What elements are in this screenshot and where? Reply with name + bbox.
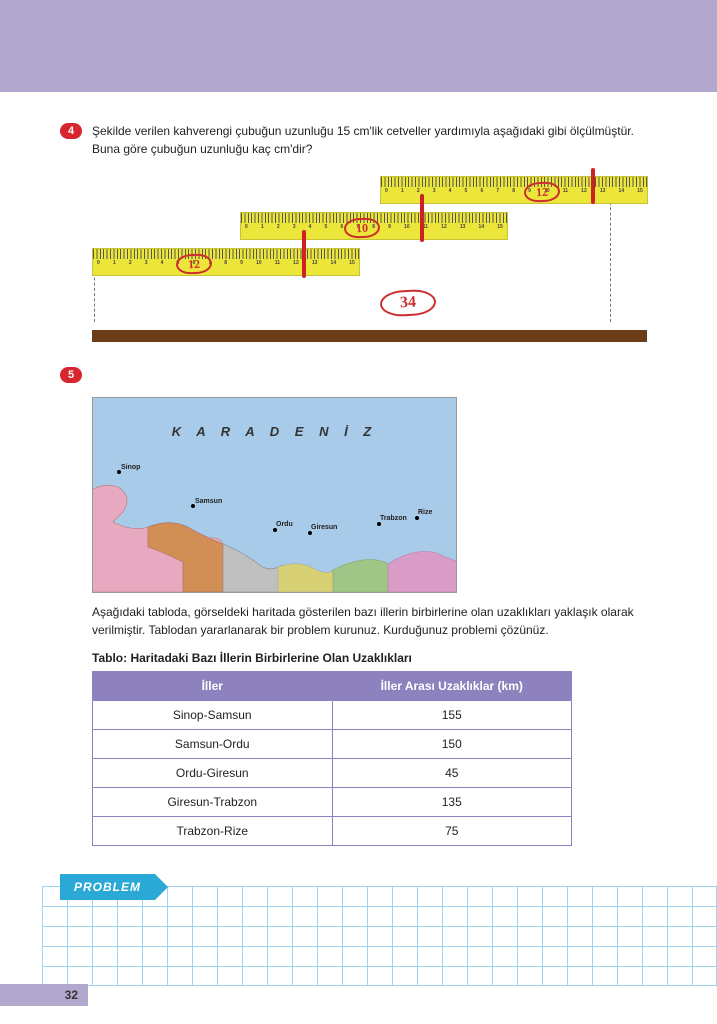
city-dot [377, 522, 381, 526]
th-km: İller Arası Uzaklıklar (km) [332, 672, 572, 701]
table-row: Ordu-Giresun45 [93, 759, 572, 788]
city-samsun: Samsun [195, 498, 222, 505]
ruler-2: 0123456789101112131415 [240, 212, 508, 240]
red-mark [420, 194, 424, 242]
city-dot [308, 531, 312, 535]
city-giresun: Giresun [311, 524, 337, 531]
sea-label: K A R A D E N İ Z [93, 424, 456, 439]
table-title: Tablo: Haritadaki Bazı İllerin Birbirler… [92, 651, 657, 665]
coastline [93, 452, 457, 592]
city-ordu: Ordu [276, 521, 293, 528]
ruler-figure: 0123456789101112131415 01234567891011121… [92, 172, 647, 342]
th-iller: İller [93, 672, 333, 701]
question-5-text: Aşağıdaki tabloda, görseldeki haritada g… [92, 603, 657, 639]
page-number: 32 [0, 984, 88, 1006]
problem-banner: PROBLEM [60, 874, 155, 900]
table-row: Sinop-Samsun155 [93, 701, 572, 730]
city-trabzon: Trabzon [380, 515, 407, 522]
city-rize: Rize [418, 509, 432, 516]
page-content: 4 Şekilde verilen kahverengi çubuğun uzu… [0, 92, 717, 846]
question-4-text: Şekilde verilen kahverengi çubuğun uzunl… [92, 122, 657, 158]
red-mark [302, 230, 306, 278]
question-number-5: 5 [60, 367, 82, 383]
header-band [0, 0, 717, 92]
city-sinop: Sinop [121, 464, 140, 471]
distance-table: İller İller Arası Uzaklıklar (km) Sinop-… [92, 671, 572, 846]
brown-bar [92, 330, 647, 342]
table-row: Trabzon-Rize75 [93, 817, 572, 846]
problem-area: PROBLEM [0, 874, 717, 994]
question-4: 4 Şekilde verilen kahverengi çubuğun uzu… [60, 122, 657, 158]
table-row: Samsun-Ordu150 [93, 730, 572, 759]
table-row: Giresun-Trabzon135 [93, 788, 572, 817]
red-mark [591, 168, 595, 204]
city-dot [273, 528, 277, 532]
city-dot [415, 516, 419, 520]
annot-answer: 34 [379, 289, 436, 318]
map: K A R A D E N İ Z Sinop Samsun Ordu Gire… [92, 397, 457, 593]
question-5: 5 [60, 366, 657, 383]
ruler-1: 0123456789101112131415 [92, 248, 360, 276]
answer-grid [42, 886, 717, 986]
question-number-4: 4 [60, 123, 82, 139]
